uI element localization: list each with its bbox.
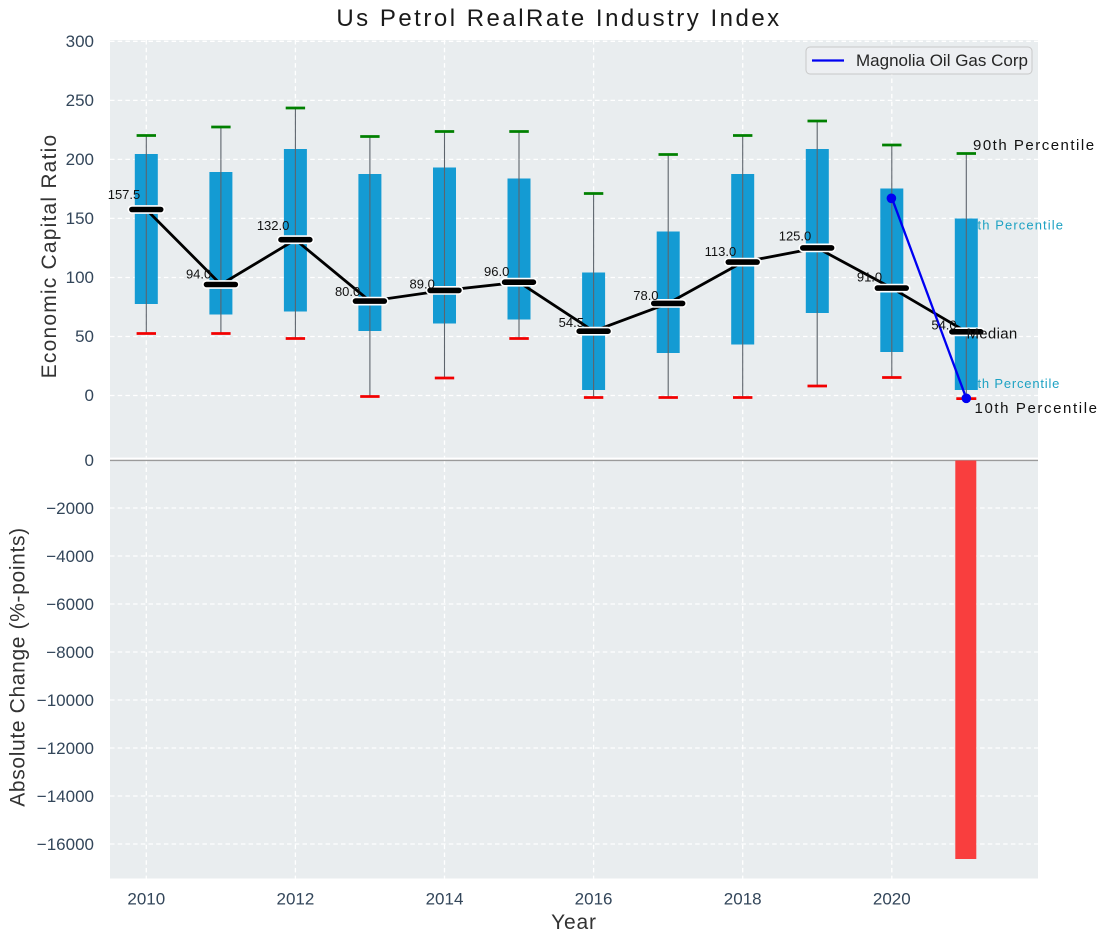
svg-text:−6000: −6000	[46, 595, 94, 614]
svg-text:Median: Median	[967, 326, 1018, 343]
svg-text:−16000: −16000	[37, 835, 94, 854]
svg-text:157.5: 157.5	[108, 187, 141, 202]
svg-text:50: 50	[75, 327, 94, 346]
svg-text:89.0: 89.0	[410, 277, 435, 292]
svg-text:−8000: −8000	[46, 643, 94, 662]
svg-text:10th Percentile: 10th Percentile	[975, 400, 1099, 417]
svg-text:100: 100	[66, 268, 94, 287]
svg-text:2014: 2014	[426, 890, 464, 909]
svg-text:th Percentile: th Percentile	[978, 376, 1061, 391]
svg-text:Year: Year	[551, 911, 597, 934]
svg-text:−4000: −4000	[46, 547, 94, 566]
svg-text:Absolute Change (%-points): Absolute Change (%-points)	[7, 527, 30, 807]
svg-text:150: 150	[66, 209, 94, 228]
svg-text:Magnolia Oil Gas Corp: Magnolia Oil Gas Corp	[856, 51, 1028, 70]
svg-text:Us Petrol RealRate Industry In: Us Petrol RealRate Industry Index	[336, 5, 781, 32]
svg-text:−12000: −12000	[37, 739, 94, 758]
svg-text:0: 0	[85, 451, 94, 470]
svg-text:200: 200	[66, 150, 94, 169]
svg-text:250: 250	[66, 91, 94, 110]
svg-text:113.0: 113.0	[705, 244, 737, 259]
svg-text:90th Percentile: 90th Percentile	[973, 137, 1096, 154]
svg-text:54.5: 54.5	[559, 315, 584, 330]
svg-text:94.0: 94.0	[186, 266, 211, 281]
svg-text:th Percentile: th Percentile	[978, 218, 1065, 233]
svg-text:54.0: 54.0	[931, 318, 956, 333]
svg-text:2016: 2016	[575, 890, 613, 909]
svg-text:−2000: −2000	[46, 499, 94, 518]
svg-text:−10000: −10000	[37, 691, 94, 710]
svg-text:132.0: 132.0	[257, 218, 290, 233]
svg-text:−14000: −14000	[37, 787, 94, 806]
svg-text:2018: 2018	[724, 890, 762, 909]
svg-text:78.0: 78.0	[633, 288, 658, 303]
svg-text:Economic Capital Ratio: Economic Capital Ratio	[38, 134, 61, 379]
svg-text:0: 0	[85, 386, 94, 405]
svg-text:300: 300	[66, 32, 94, 51]
svg-text:2012: 2012	[276, 890, 314, 909]
svg-text:91.0: 91.0	[857, 269, 882, 284]
svg-text:96.0: 96.0	[484, 264, 509, 279]
svg-text:80.0: 80.0	[335, 284, 360, 299]
svg-text:2020: 2020	[873, 890, 911, 909]
svg-text:2010: 2010	[127, 890, 165, 909]
svg-text:125.0: 125.0	[779, 229, 812, 244]
